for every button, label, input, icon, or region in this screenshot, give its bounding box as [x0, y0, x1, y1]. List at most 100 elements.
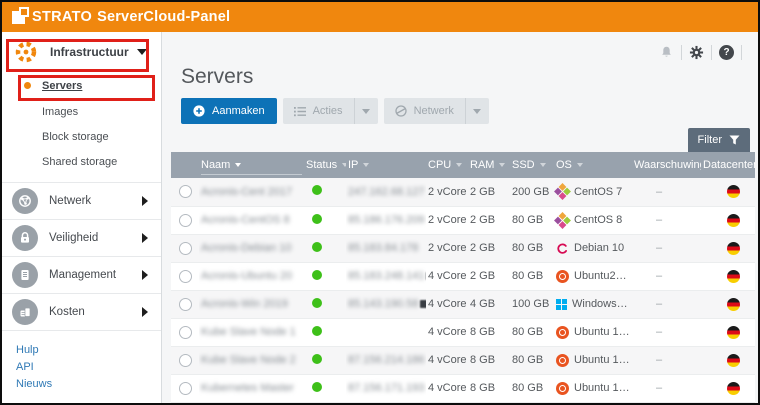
column-cpu[interactable]: CPU — [426, 152, 468, 178]
server-os: Ubuntu 18.04 — [574, 354, 630, 366]
server-os: Debian 10 — [574, 242, 625, 254]
globe-icon — [394, 105, 407, 117]
additional-ip-icon — [420, 300, 426, 309]
server-name: Acronis-Debian 10 — [201, 242, 292, 254]
table-row[interactable]: Acronis-Ubuntu 20 85.183.248.141 4 vCore… — [171, 262, 755, 290]
icon-separator — [681, 45, 682, 60]
api-link[interactable]: API — [16, 361, 34, 373]
server-name: Acronis-Ubuntu 20 — [201, 270, 293, 282]
server-os: CentOS 7 — [574, 185, 623, 198]
server-ip: 85.186.176.209 — [348, 214, 425, 226]
status-online-icon — [312, 353, 322, 364]
table-row[interactable]: Acronis-Win 2019 85.143.190.58 4 vCore 4… — [171, 290, 755, 318]
column-ssd[interactable]: SSD — [510, 152, 554, 178]
chevron-down-icon — [473, 108, 482, 114]
toolbar: Aanmaken — [181, 98, 750, 124]
server-warnings: – — [656, 298, 663, 310]
table-row[interactable]: Acronis-Cent 2017 247.162.68.127 2 vCore… — [171, 178, 755, 206]
server-ip: 247.162.68.127 — [348, 185, 425, 198]
server-cpu: 4 vCore — [428, 270, 467, 282]
row-select-radio[interactable] — [179, 185, 192, 199]
sidebar-item-label: Servers — [42, 79, 83, 92]
coins-icon — [12, 299, 38, 325]
header-icon-bar: ? — [659, 45, 749, 60]
germany-flag-icon — [727, 213, 740, 227]
sidebar-item-label: Shared storage — [42, 155, 118, 168]
germany-flag-icon — [727, 297, 740, 311]
sort-caret-icon — [235, 163, 242, 167]
server-warnings: – — [656, 326, 663, 338]
server-warnings: – — [656, 270, 663, 282]
column-waarschuwingen[interactable]: Waarschuwingen — [632, 152, 701, 178]
server-ram: 4 GB — [470, 298, 496, 310]
aanmaken-button[interactable]: Aanmaken — [181, 98, 277, 124]
sidebar-item-shared-storage[interactable]: Shared storage — [2, 149, 161, 174]
sidebar-item-block-storage[interactable]: Block storage — [2, 124, 161, 149]
column-ip[interactable]: IP — [346, 152, 426, 178]
server-ip: 85.143.190.58 — [348, 298, 419, 310]
windows-icon — [556, 299, 567, 310]
sidebar-item-images[interactable]: Images — [2, 99, 161, 124]
sort-caret-icon — [363, 163, 370, 167]
sidebar-item-kosten[interactable]: Kosten — [2, 294, 161, 331]
row-select-radio[interactable] — [179, 269, 192, 283]
status-online-icon — [312, 269, 322, 280]
column-ram[interactable]: RAM — [468, 152, 510, 178]
acties-button[interactable]: Acties — [283, 98, 354, 124]
server-warnings: – — [656, 185, 663, 198]
server-warnings: – — [656, 242, 663, 254]
chevron-down-icon — [362, 108, 371, 114]
table-row[interactable]: Acronis-CentOS 8 85.186.176.209 2 vCore … — [171, 206, 755, 234]
germany-flag-icon — [727, 353, 740, 367]
server-cpu: 4 vCore — [428, 326, 467, 338]
sidebar-footer-links: Hulp API Nieuws — [2, 342, 161, 403]
server-cpu: 4 vCore — [428, 382, 467, 394]
table-row[interactable]: Kube Slave Node 2 87.156.214.186 4 vCore… — [171, 346, 755, 374]
column-datacenter[interactable]: Datacenter — [701, 152, 755, 178]
infrastructure-icon — [15, 41, 37, 63]
column-naam[interactable]: Naam — [199, 152, 304, 178]
sidebar-item-netwerk[interactable]: Netwerk — [2, 183, 161, 220]
germany-flag-icon — [727, 325, 740, 339]
netwerk-dropdown-button[interactable] — [464, 98, 489, 124]
filter-button[interactable]: Filter — [687, 128, 750, 152]
server-cpu: 2 vCore — [428, 242, 467, 254]
app-header: STRATO ServerCloud-Panel — [2, 2, 758, 32]
row-select-radio[interactable] — [179, 353, 192, 367]
sidebar-item-label: Netwerk — [49, 195, 92, 207]
column-os[interactable]: OS — [554, 152, 632, 178]
hulp-link[interactable]: Hulp — [16, 344, 39, 356]
row-select-radio[interactable] — [179, 213, 192, 227]
acties-dropdown-button[interactable] — [353, 98, 378, 124]
table-row[interactable]: Kube Slave Node 1 4 vCore 8 GB 80 GB Ubu… — [171, 318, 755, 346]
help-icon[interactable]: ? — [719, 45, 734, 60]
row-select-radio[interactable] — [179, 381, 192, 395]
server-ram: 2 GB — [470, 242, 496, 254]
chevron-right-icon — [142, 270, 148, 280]
table-row[interactable]: Kubernetes Master 87.156.171.193 4 vCore… — [171, 374, 755, 402]
sidebar-item-infrastructuur[interactable]: Infrastructuur — [2, 32, 161, 72]
row-select-radio[interactable] — [179, 241, 192, 255]
row-select-radio[interactable] — [179, 325, 192, 339]
server-ip: 85.183.84.178 — [348, 242, 419, 254]
germany-flag-icon — [727, 381, 740, 395]
server-ram: 2 GB — [470, 185, 496, 198]
column-status[interactable]: Status — [304, 152, 346, 178]
bell-icon[interactable] — [659, 45, 674, 60]
row-select-radio[interactable] — [179, 297, 192, 311]
sidebar-item-management[interactable]: Management — [2, 257, 161, 294]
sidebar-item-servers[interactable]: Servers — [2, 72, 161, 99]
sidebar-item-veiligheid[interactable]: Veiligheid — [2, 220, 161, 257]
server-ram: 8 GB — [470, 326, 496, 338]
server-cpu: 4 vCore — [428, 298, 467, 310]
document-icon — [12, 262, 38, 288]
sort-caret-icon — [499, 163, 506, 167]
sidebar-item-label: Management — [49, 269, 117, 281]
server-ssd: 80 GB — [512, 354, 544, 366]
nieuws-link[interactable]: Nieuws — [16, 378, 53, 390]
netwerk-button[interactable]: Netwerk — [384, 98, 465, 124]
status-online-icon — [312, 325, 322, 336]
table-row[interactable]: Acronis-Debian 10 85.183.84.178 2 vCore … — [171, 234, 755, 262]
gear-icon[interactable] — [689, 45, 704, 60]
